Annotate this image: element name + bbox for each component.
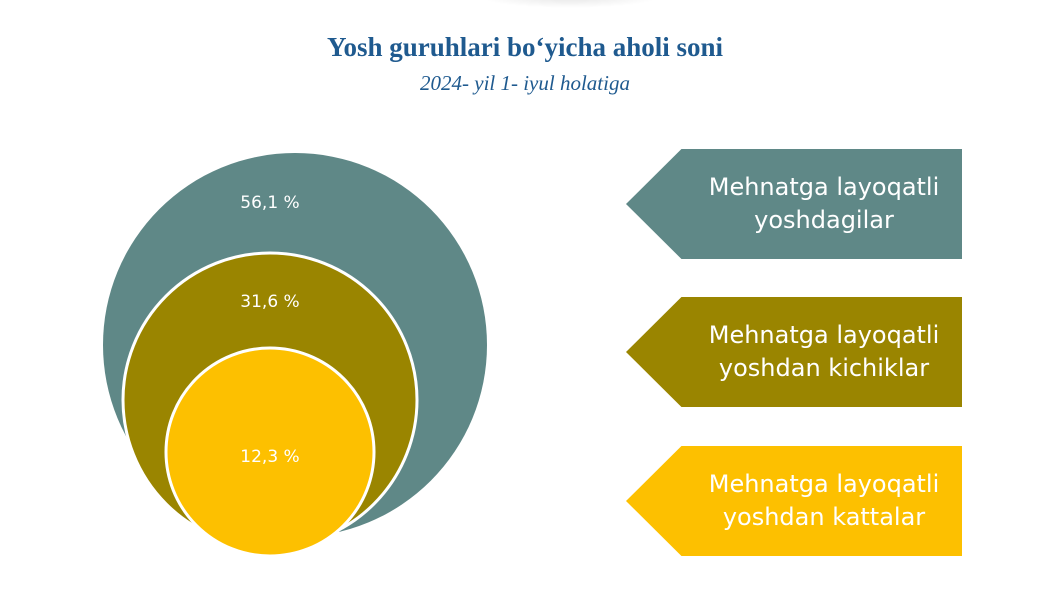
legend-item-working-age: Mehnatga layoqatli yoshdagilar: [626, 149, 962, 259]
legend-label-working-age: Mehnatga layoqatli yoshdagilar: [708, 173, 940, 234]
circle-mark-above-working-age: [164, 346, 376, 558]
top-shadow: [480, 0, 660, 8]
legend-item-above-working-age: Mehnatga layoqatli yoshdan kattalar: [626, 446, 962, 556]
chart-subtitle: 2024- yil 1- iyul holatiga: [420, 71, 630, 95]
chart-title: Yosh guruhlari bo‘yicha aholi soni: [326, 32, 724, 62]
legend-label-below-working-age: Mehnatga layoqatli yoshdan kichiklar: [708, 321, 940, 382]
data-label-below-working-age: 31,6 %: [240, 292, 299, 312]
data-label-above-working-age: 12,3 %: [240, 447, 299, 467]
data-label-working-age: 56,1 %: [240, 193, 299, 213]
legend-label-above-working-age: Mehnatga layoqatli yoshdan kattalar: [708, 470, 940, 531]
legend-item-below-working-age: Mehnatga layoqatli yoshdan kichiklar: [626, 297, 962, 407]
